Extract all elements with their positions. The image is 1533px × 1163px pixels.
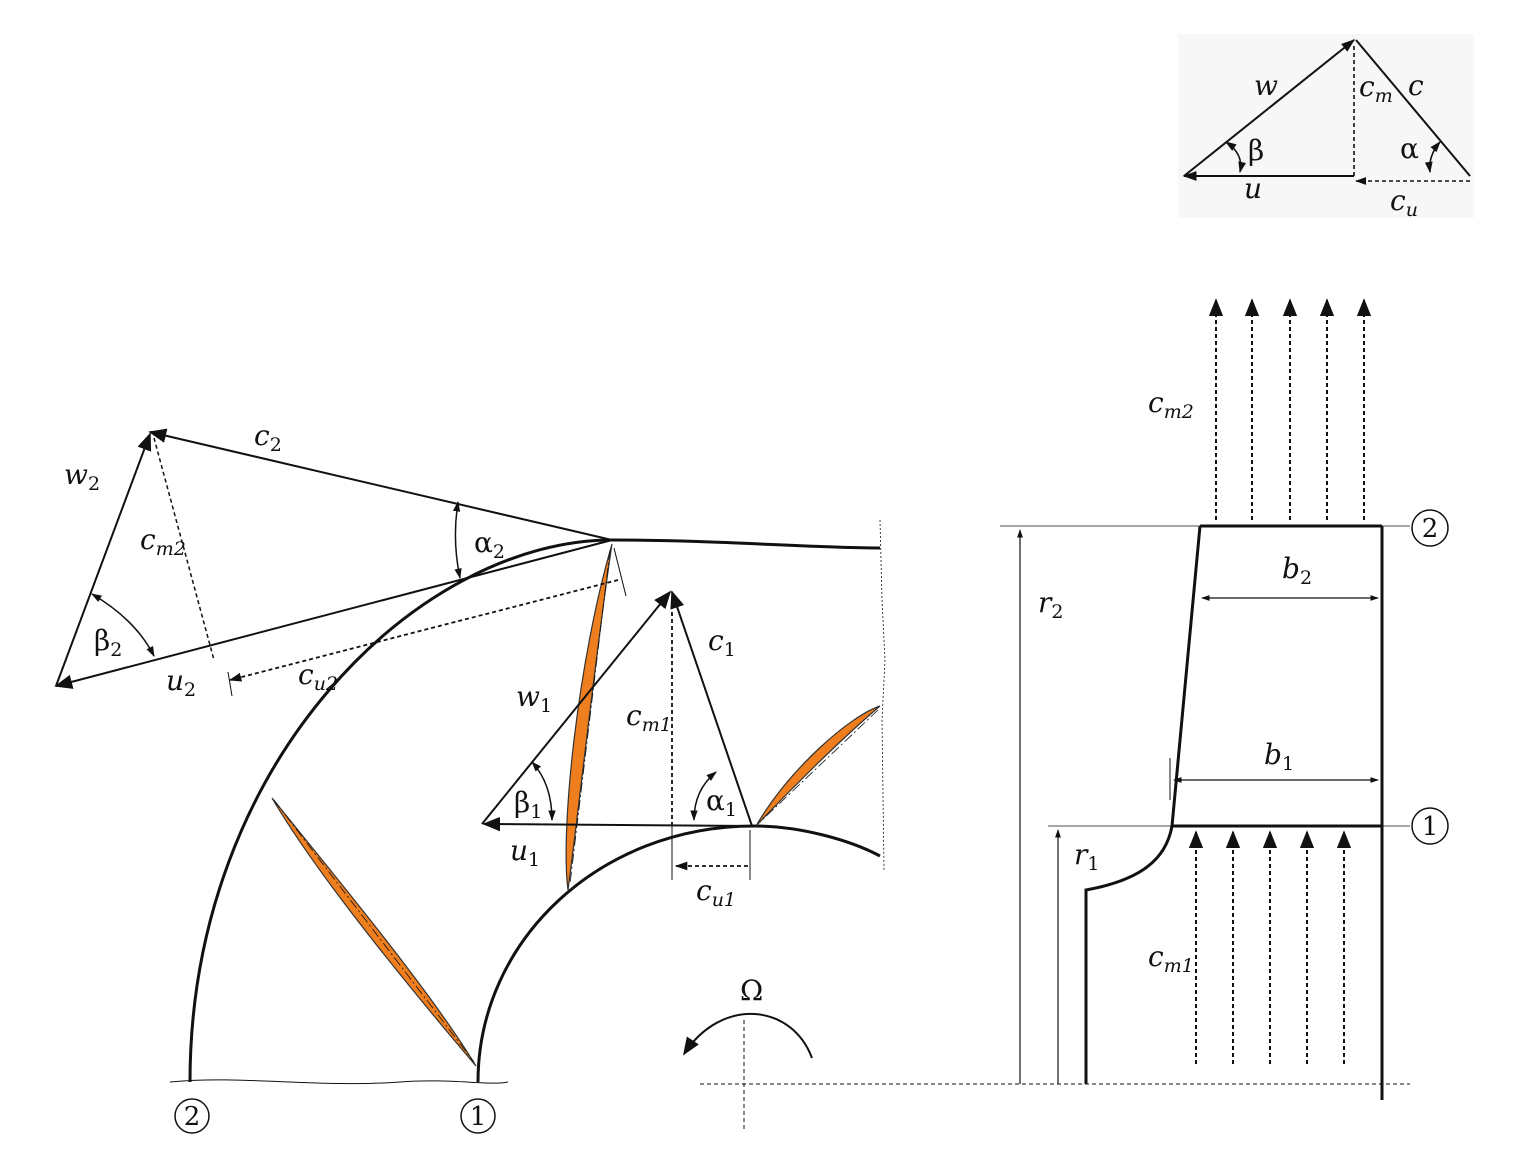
cm1-meridional-label: cm1 (1148, 940, 1194, 977)
outlet-velocity-triangle: c2 w2 cm2 α2 β2 u2 cu2 (54, 419, 627, 701)
blade-middle-camber (569, 549, 611, 885)
meridional-station-1-label: 1 (1422, 812, 1439, 842)
cu2-tick-left (227, 671, 233, 697)
meridional-station-2-marker: 2 (1411, 509, 1449, 547)
base-break-line (169, 1079, 509, 1085)
outlet-flow-arrows (1208, 298, 1372, 520)
meridional-station-1-marker: 1 (1411, 807, 1449, 845)
blade-lower-camber (273, 799, 475, 1063)
cu2-vector (228, 579, 619, 682)
alpha1-arc (690, 771, 717, 822)
legend-beta-label: β (1248, 134, 1264, 167)
legend-u-label: u (1244, 172, 1262, 205)
r2-label: r2 (1038, 586, 1063, 623)
beta1-arc (531, 761, 556, 822)
shroud-wall (1084, 525, 1202, 1084)
alpha2-label: α2 (474, 526, 505, 563)
station-1-marker: 1 (460, 1098, 496, 1134)
rotation-arrow (683, 1012, 813, 1059)
c2-label: c2 (254, 419, 282, 456)
beta2-arc (91, 593, 155, 657)
u2-vector (54, 539, 613, 689)
u1-label: u1 (510, 834, 540, 871)
legend-w-label: w (1254, 69, 1278, 102)
station-2-label: 2 (184, 1102, 201, 1132)
station-1-label: 1 (470, 1102, 487, 1132)
b2-label: b2 (1282, 552, 1312, 589)
inlet-circle-arc (476, 824, 881, 1083)
alpha1-label: α1 (706, 784, 737, 821)
w1-vector (481, 590, 672, 825)
alpha2-arc (452, 500, 462, 580)
outlet-circle-arc (188, 538, 881, 1083)
legend-c-vector (1355, 39, 1471, 177)
cu2-label: cu2 (298, 658, 338, 695)
w2-label: w2 (64, 458, 100, 495)
meridional-view: cm2 2 1 r2 r1 b2 b1 (1000, 298, 1449, 1100)
legend-alpha-arc (1424, 141, 1441, 174)
station-2-marker: 2 (174, 1098, 210, 1134)
c2-vector (148, 428, 613, 541)
beta2-label: β2 (94, 624, 122, 661)
cm1-label: cm1 (626, 699, 672, 736)
c1-vector (670, 590, 753, 827)
legend-triangle: w cm c β α u cu (1178, 34, 1474, 221)
meridional-station-2-label: 2 (1422, 514, 1439, 544)
blade-middle (565, 543, 613, 891)
impeller-front-view: 2 1 Ω (169, 519, 1410, 1134)
legend-alpha-label: α (1400, 132, 1419, 165)
legend-w-vector (1183, 39, 1356, 177)
cm2-line (153, 437, 215, 661)
blade-leading-edge (1189, 525, 1201, 631)
blade-right-camber (759, 709, 879, 823)
blade-lower (271, 797, 477, 1067)
u2-label: u2 (166, 664, 196, 701)
cm2-label: cm2 (140, 523, 186, 560)
r1-label: r1 (1074, 838, 1099, 875)
legend-c-label: c (1408, 69, 1424, 102)
inlet-velocity-triangle: c1 w1 cm1 β1 α1 u1 cu1 (481, 590, 753, 911)
legend-beta-arc (1225, 141, 1247, 174)
legend-background (1178, 34, 1474, 218)
cu1-label: cu1 (696, 874, 736, 911)
w1-label: w1 (516, 680, 552, 717)
cu2-tick-right (613, 547, 627, 597)
legend-cm-label: cm (1359, 70, 1393, 107)
section-cut-edge (879, 519, 886, 871)
beta1-label: β1 (514, 786, 542, 823)
cm2-meridional-label: cm2 (1148, 386, 1194, 423)
b1-label: b1 (1264, 738, 1294, 775)
c1-label: c1 (708, 624, 736, 661)
blade-right (755, 705, 881, 827)
inlet-flow-arrows (1188, 830, 1352, 1064)
u1-vector (482, 816, 753, 832)
w2-vector (55, 432, 152, 687)
omega-label: Ω (740, 974, 763, 1007)
legend-cu-label: cu (1390, 184, 1418, 221)
